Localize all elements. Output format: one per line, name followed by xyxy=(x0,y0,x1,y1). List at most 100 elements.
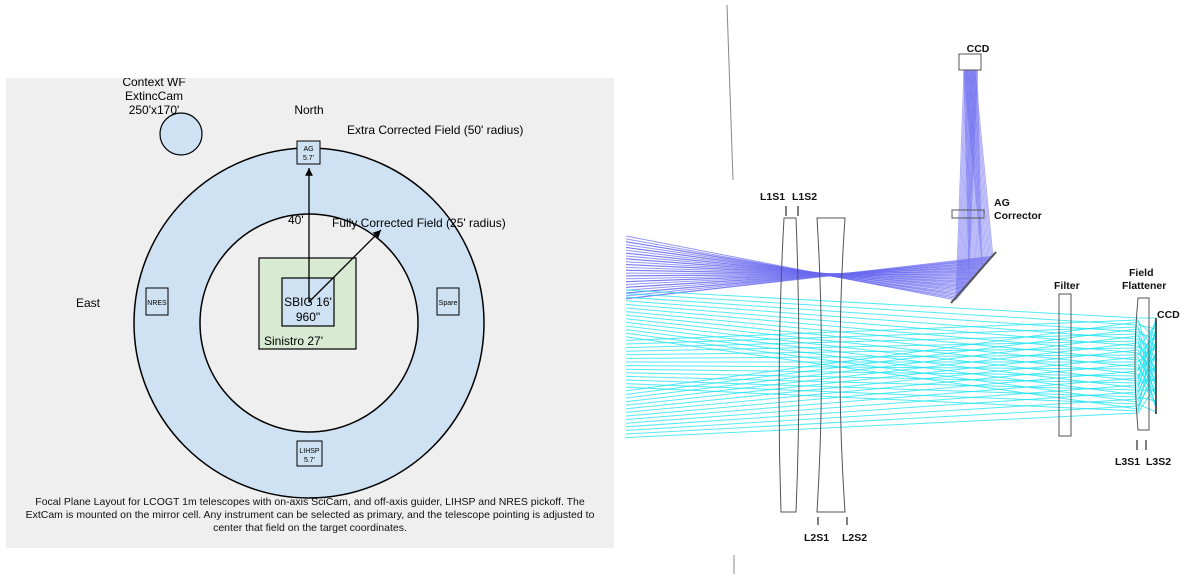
ray-line xyxy=(626,319,1139,341)
ray-line xyxy=(626,326,1139,345)
ray-line xyxy=(970,69,991,261)
ray-line xyxy=(1137,362,1157,400)
filter-label: Filter xyxy=(1054,280,1080,292)
ray-line xyxy=(1137,351,1157,393)
lihsp-box xyxy=(296,440,323,467)
lens-l2 xyxy=(816,217,846,513)
north-label: North xyxy=(294,103,323,117)
field-flattener-label-line1: Field xyxy=(1129,267,1154,279)
optical-layout-diagram: CCD AG Corrector L1S1 L1S2 Filter Field … xyxy=(626,4,1180,574)
fully-corrected-field-label: Fully Corrected Field (25' radius) xyxy=(332,216,506,230)
ray-line xyxy=(1137,321,1157,339)
ray-line xyxy=(626,255,993,300)
spare-box xyxy=(436,287,460,316)
ray-line xyxy=(626,391,1139,428)
ray-line xyxy=(963,69,970,285)
ray-line xyxy=(626,321,1139,392)
ray-line xyxy=(626,333,1139,349)
context-label-line1: Context WF xyxy=(122,78,185,89)
spare-label: Spare xyxy=(439,300,458,307)
sbig-label-line1: SBIG 16' xyxy=(284,295,332,309)
extra-corrected-field-label: Extra Corrected Field (50' radius) xyxy=(347,123,523,137)
l3s2-label: L3S2 xyxy=(1146,456,1171,468)
l2s2-label: L2S2 xyxy=(842,532,867,544)
ray-line xyxy=(626,412,1139,439)
ray-line xyxy=(1137,349,1157,383)
focal-plane-caption: Focal Plane Layout for LCOGT 1m telescop… xyxy=(25,496,595,534)
ag-corrector-label-line1: AG xyxy=(994,197,1010,209)
focal-plane-panel: Context WF ExtincCam 250'x170' North Ext… xyxy=(6,78,614,548)
ray-line xyxy=(1137,326,1157,412)
ray-line xyxy=(1137,373,1157,407)
extincam-circle xyxy=(159,112,203,156)
field-flattener-label-line2: Flattener xyxy=(1122,280,1166,292)
lens-l1 xyxy=(778,217,800,513)
ray-line xyxy=(626,241,960,297)
ray-line xyxy=(626,259,990,294)
ray-line xyxy=(626,300,1139,340)
ag-box xyxy=(296,140,321,165)
ag-corrector-element xyxy=(951,209,985,219)
ray-line xyxy=(1137,340,1157,386)
ray-line xyxy=(626,296,1139,333)
ray-line xyxy=(1137,403,1157,413)
ray-line xyxy=(626,377,1139,421)
optics-panel: CCD AG Corrector L1S1 L1S2 Filter Field … xyxy=(626,0,1181,574)
ray-line xyxy=(626,342,1139,403)
ray-line xyxy=(626,370,1139,417)
radius-40-label: 40' xyxy=(288,213,304,227)
field-flattener-element xyxy=(1134,297,1150,431)
ray-line xyxy=(626,328,1139,395)
ray-line xyxy=(626,349,1139,406)
ray-line xyxy=(626,263,987,288)
ray-line xyxy=(968,69,988,263)
ray-line xyxy=(1137,384,1157,414)
ray-line xyxy=(1137,342,1157,372)
context-label-line3: 250'x170' xyxy=(129,103,180,117)
ray-line xyxy=(964,69,985,267)
ray-line xyxy=(626,271,980,277)
ray-line xyxy=(1137,335,1157,361)
science-ray-bundle xyxy=(626,289,1157,439)
ray-line xyxy=(969,69,989,262)
ray-line xyxy=(974,69,994,257)
ag-label-line1: AG xyxy=(303,146,313,153)
ray-line xyxy=(626,384,1139,424)
ray-line xyxy=(967,69,987,265)
ray-line xyxy=(626,264,973,281)
guider-ray-bundle xyxy=(626,69,994,301)
ray-line xyxy=(964,69,972,283)
ray-line xyxy=(626,246,963,293)
telescope-edge-line-top xyxy=(726,4,734,181)
ray-line xyxy=(626,235,957,301)
fully-corrected-radius-arrow xyxy=(308,229,382,303)
ag-label-line2: 5.7' xyxy=(303,155,314,162)
ray-line xyxy=(626,356,1139,410)
focal-plane-diagram: Context WF ExtincCam 250'x170' North Ext… xyxy=(76,78,523,499)
sinistro-label: Sinistro 27' xyxy=(264,334,323,348)
ray-line xyxy=(626,335,1139,399)
science-ccd-label: CCD xyxy=(1157,309,1180,321)
l3s1-label: L3S1 xyxy=(1115,456,1140,468)
ray-line xyxy=(626,398,1139,431)
ray-line xyxy=(626,363,1139,413)
ag-ccd-label: CCD xyxy=(967,43,990,55)
fold-mirror xyxy=(950,251,997,304)
l1s1-label: L1S1 xyxy=(760,191,785,203)
ray-line xyxy=(963,69,984,269)
east-label: East xyxy=(76,296,101,310)
ray-line xyxy=(626,293,1139,326)
ray-line xyxy=(626,269,977,277)
ray-line xyxy=(965,69,986,266)
l1s2-label: L1S2 xyxy=(792,191,817,203)
ray-line xyxy=(1137,329,1157,379)
nres-label: NRES xyxy=(147,300,167,307)
ray-line xyxy=(1137,318,1157,372)
ray-line xyxy=(626,347,1139,356)
ray-line xyxy=(1137,328,1157,350)
sbig-label-line2: 960" xyxy=(296,310,320,324)
ray-line xyxy=(971,69,992,260)
lihsp-label-line1: LIHSP xyxy=(299,448,320,455)
context-label-line2: ExtincCam xyxy=(125,89,183,103)
ray-line xyxy=(626,252,967,289)
